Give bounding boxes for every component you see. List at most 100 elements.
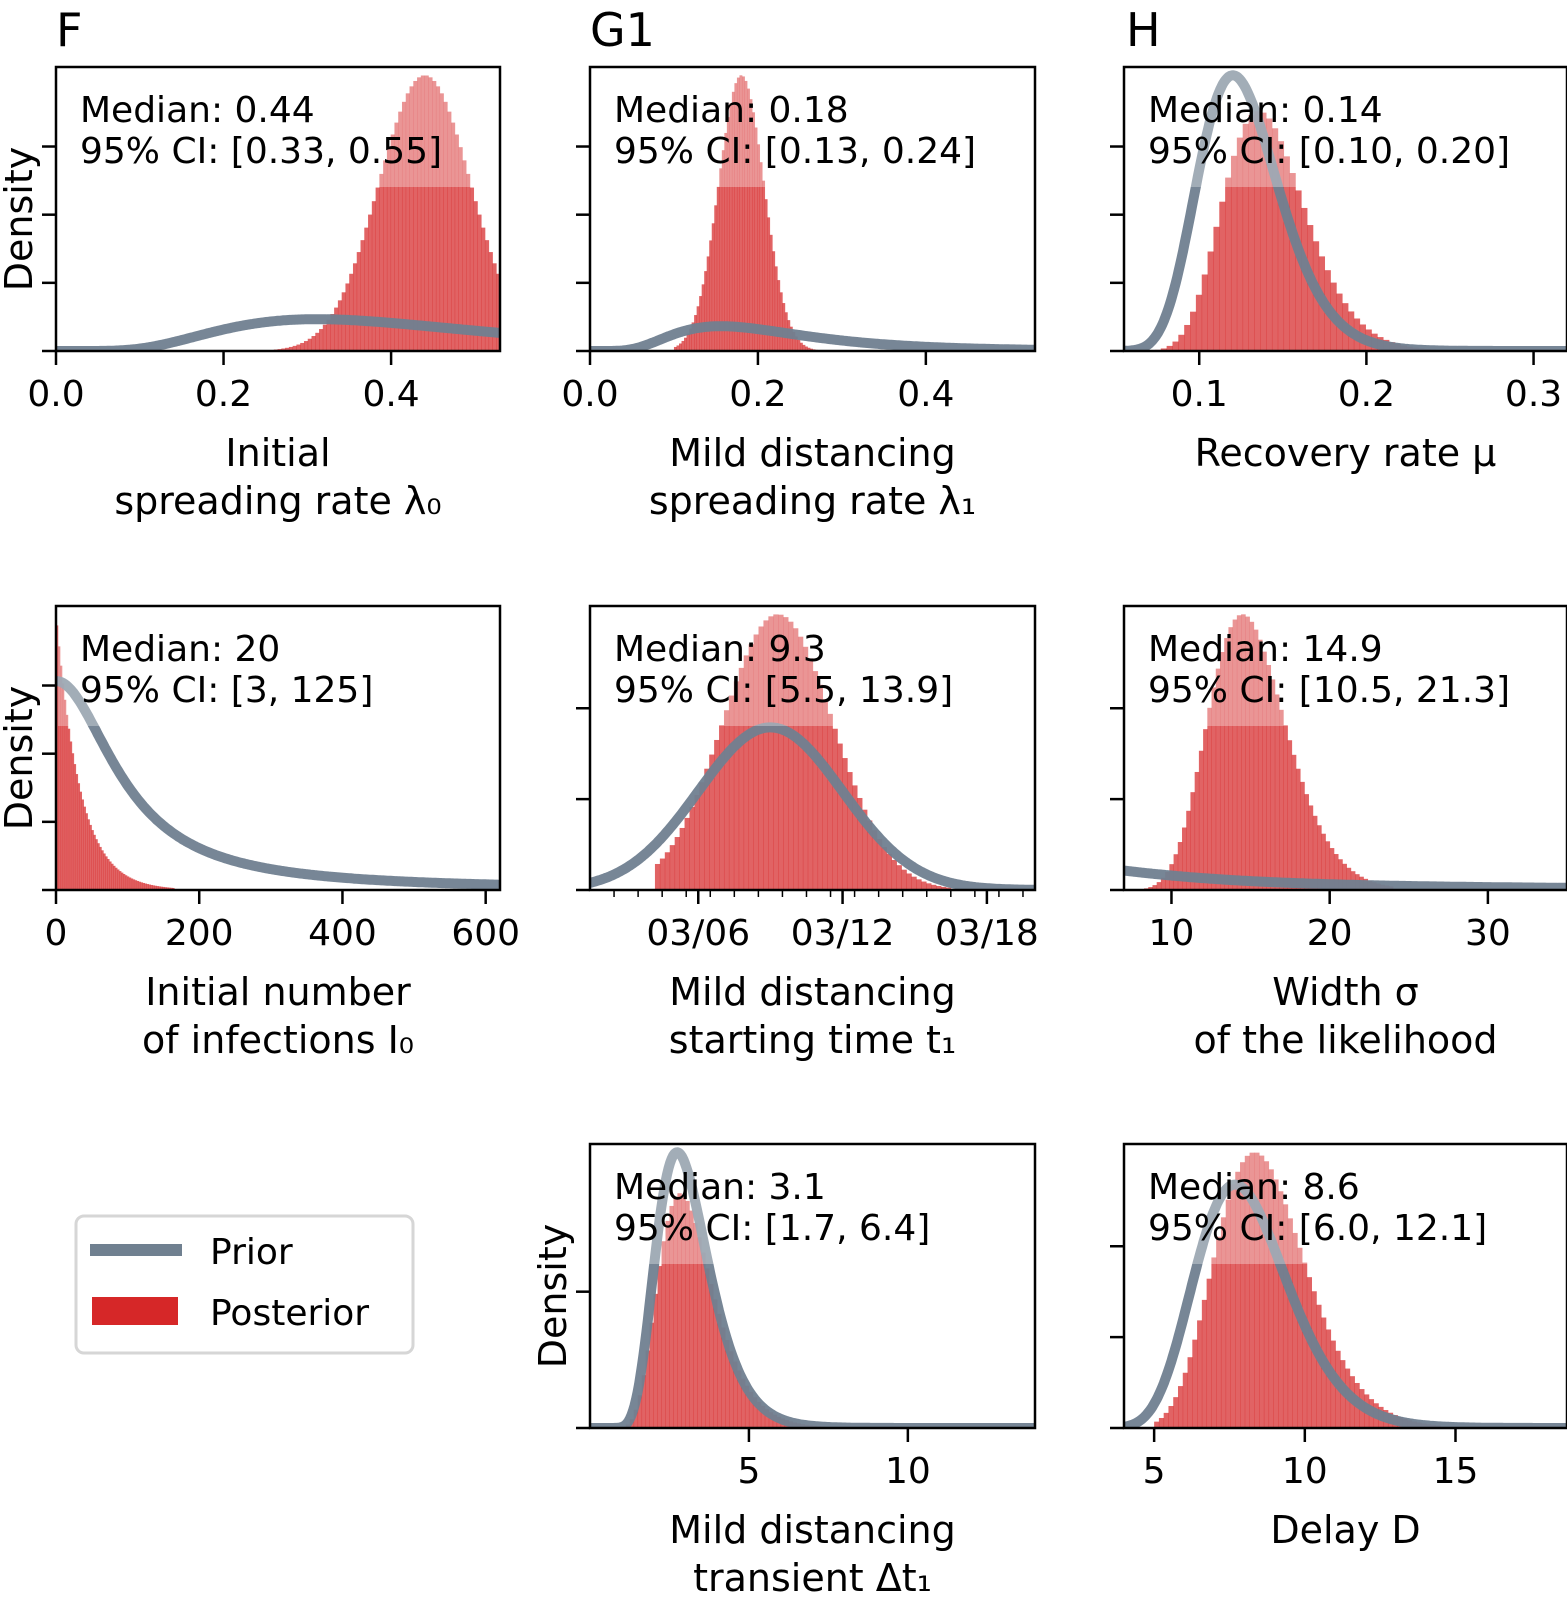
posterior-bar bbox=[435, 86, 441, 351]
posterior-bar bbox=[729, 103, 733, 351]
posterior-bar bbox=[130, 878, 134, 890]
posterior-bar bbox=[1325, 841, 1331, 890]
posterior-bar bbox=[921, 881, 927, 890]
annotation-band bbox=[1126, 608, 1565, 726]
posterior-bar bbox=[390, 134, 395, 351]
posterior-bar bbox=[69, 741, 73, 890]
posterior-bar bbox=[79, 791, 83, 890]
x-axis-label: spreading rate λ₁ bbox=[649, 479, 976, 523]
x-tick-label: 0.2 bbox=[1338, 374, 1395, 415]
posterior-bar bbox=[1241, 614, 1246, 890]
posterior-bar bbox=[443, 101, 448, 351]
posterior-bar bbox=[107, 859, 110, 890]
posterior-bar bbox=[71, 753, 75, 890]
posterior-bar bbox=[1182, 827, 1187, 890]
posterior-bar bbox=[1228, 627, 1234, 890]
x-tick-label: 10 bbox=[1149, 913, 1195, 954]
posterior-bar bbox=[166, 887, 169, 890]
posterior-bar bbox=[1268, 1169, 1274, 1428]
annotation-band bbox=[1126, 69, 1565, 187]
posterior-bar bbox=[740, 1378, 746, 1428]
x-tick-label: 0.0 bbox=[27, 374, 84, 415]
posterior-bar bbox=[311, 336, 316, 351]
posterior-bar bbox=[673, 1196, 678, 1428]
posterior-bar bbox=[1213, 226, 1220, 351]
posterior-bar bbox=[767, 217, 771, 351]
posterior-bar bbox=[728, 695, 735, 890]
posterior-bar bbox=[1289, 173, 1296, 351]
posterior-bar bbox=[731, 91, 735, 351]
median-text: Median: 20 bbox=[80, 629, 280, 670]
posterior-bar bbox=[866, 820, 873, 890]
posterior-bar bbox=[315, 332, 320, 351]
posterior-bar bbox=[1165, 871, 1170, 890]
posterior-bar bbox=[1317, 825, 1322, 890]
posterior-bar bbox=[1177, 842, 1183, 890]
posterior-bar bbox=[749, 99, 753, 351]
posterior-bar bbox=[741, 76, 745, 351]
legend: Prior Posterior bbox=[74, 1214, 415, 1355]
posterior-bar bbox=[797, 636, 804, 890]
x-axis-label: Recovery rate μ bbox=[1195, 431, 1497, 475]
x-axis-label: spreading rate λ₀ bbox=[114, 479, 441, 523]
axes-frame bbox=[1122, 1142, 1567, 1430]
median-text: Median: 0.18 bbox=[614, 90, 849, 131]
posterior-bar bbox=[733, 681, 740, 890]
posterior-bar bbox=[473, 201, 478, 351]
posterior-bar bbox=[59, 665, 63, 890]
posterior-bar bbox=[142, 882, 146, 890]
posterior-bar bbox=[1270, 679, 1276, 890]
posterior-bar bbox=[1178, 334, 1185, 351]
posterior-bar bbox=[1184, 324, 1191, 351]
ci-text: 95% CI: [6.0, 12.1] bbox=[1148, 1208, 1487, 1249]
posterior-bar bbox=[101, 850, 104, 890]
posterior-bar bbox=[906, 873, 912, 890]
posterior-bar bbox=[804, 346, 808, 351]
posterior-bar bbox=[83, 806, 86, 890]
posterior-bar bbox=[1273, 1179, 1279, 1428]
posterior-bar bbox=[1207, 707, 1212, 890]
posterior-bar bbox=[63, 699, 67, 890]
posterior-bar bbox=[1311, 1291, 1317, 1428]
posterior-bar bbox=[837, 743, 843, 890]
posterior-bar bbox=[99, 846, 102, 890]
posterior-bar bbox=[87, 819, 90, 890]
posterior-bar bbox=[1152, 885, 1158, 890]
posterior-bar bbox=[705, 1268, 710, 1428]
x-axis-label: Mild distancing bbox=[669, 970, 956, 1014]
posterior-bar bbox=[477, 214, 482, 351]
posterior-bar bbox=[1263, 1161, 1270, 1428]
posterior-bar bbox=[1230, 155, 1238, 351]
posterior-bar bbox=[1166, 345, 1173, 351]
posterior-bar bbox=[138, 881, 142, 890]
x-tick-label: 15 bbox=[1433, 1451, 1479, 1492]
posterior-bar bbox=[1190, 792, 1196, 890]
posterior-bar bbox=[697, 1237, 702, 1428]
posterior-bar bbox=[693, 1222, 698, 1428]
posterior-bar bbox=[886, 853, 893, 890]
posterior-bar bbox=[1154, 1421, 1160, 1428]
posterior-bar bbox=[1197, 1320, 1203, 1428]
posterior-bar bbox=[713, 1299, 718, 1428]
panel-dt1: 5 10 Median: 3.195% CI: [1.7, 6.4] Mild dis… bbox=[531, 1142, 1037, 1600]
posterior-bar bbox=[1274, 694, 1280, 890]
posterior-bar bbox=[1277, 141, 1285, 351]
posterior-bar bbox=[773, 614, 779, 890]
posterior-bar bbox=[330, 314, 335, 351]
posterior-bar bbox=[462, 160, 467, 351]
posterior-bar bbox=[717, 1313, 722, 1428]
posterior-bar bbox=[719, 168, 723, 351]
posterior-bar bbox=[788, 621, 794, 890]
plot-area bbox=[1124, 70, 1567, 351]
posterior-bar bbox=[768, 1412, 774, 1428]
x-axis-label: Width σ bbox=[1272, 970, 1419, 1014]
posterior-bar bbox=[1295, 768, 1301, 890]
legend-prior-label: Prior bbox=[210, 1232, 293, 1273]
plot-area bbox=[590, 614, 1035, 890]
ci-text: 95% CI: [0.10, 0.20] bbox=[1148, 131, 1510, 172]
posterior-bar bbox=[1249, 621, 1255, 890]
posterior-bar bbox=[91, 830, 94, 890]
posterior-bar bbox=[744, 1385, 750, 1428]
prior-curve bbox=[590, 321, 1035, 351]
posterior-bar bbox=[701, 1252, 706, 1428]
